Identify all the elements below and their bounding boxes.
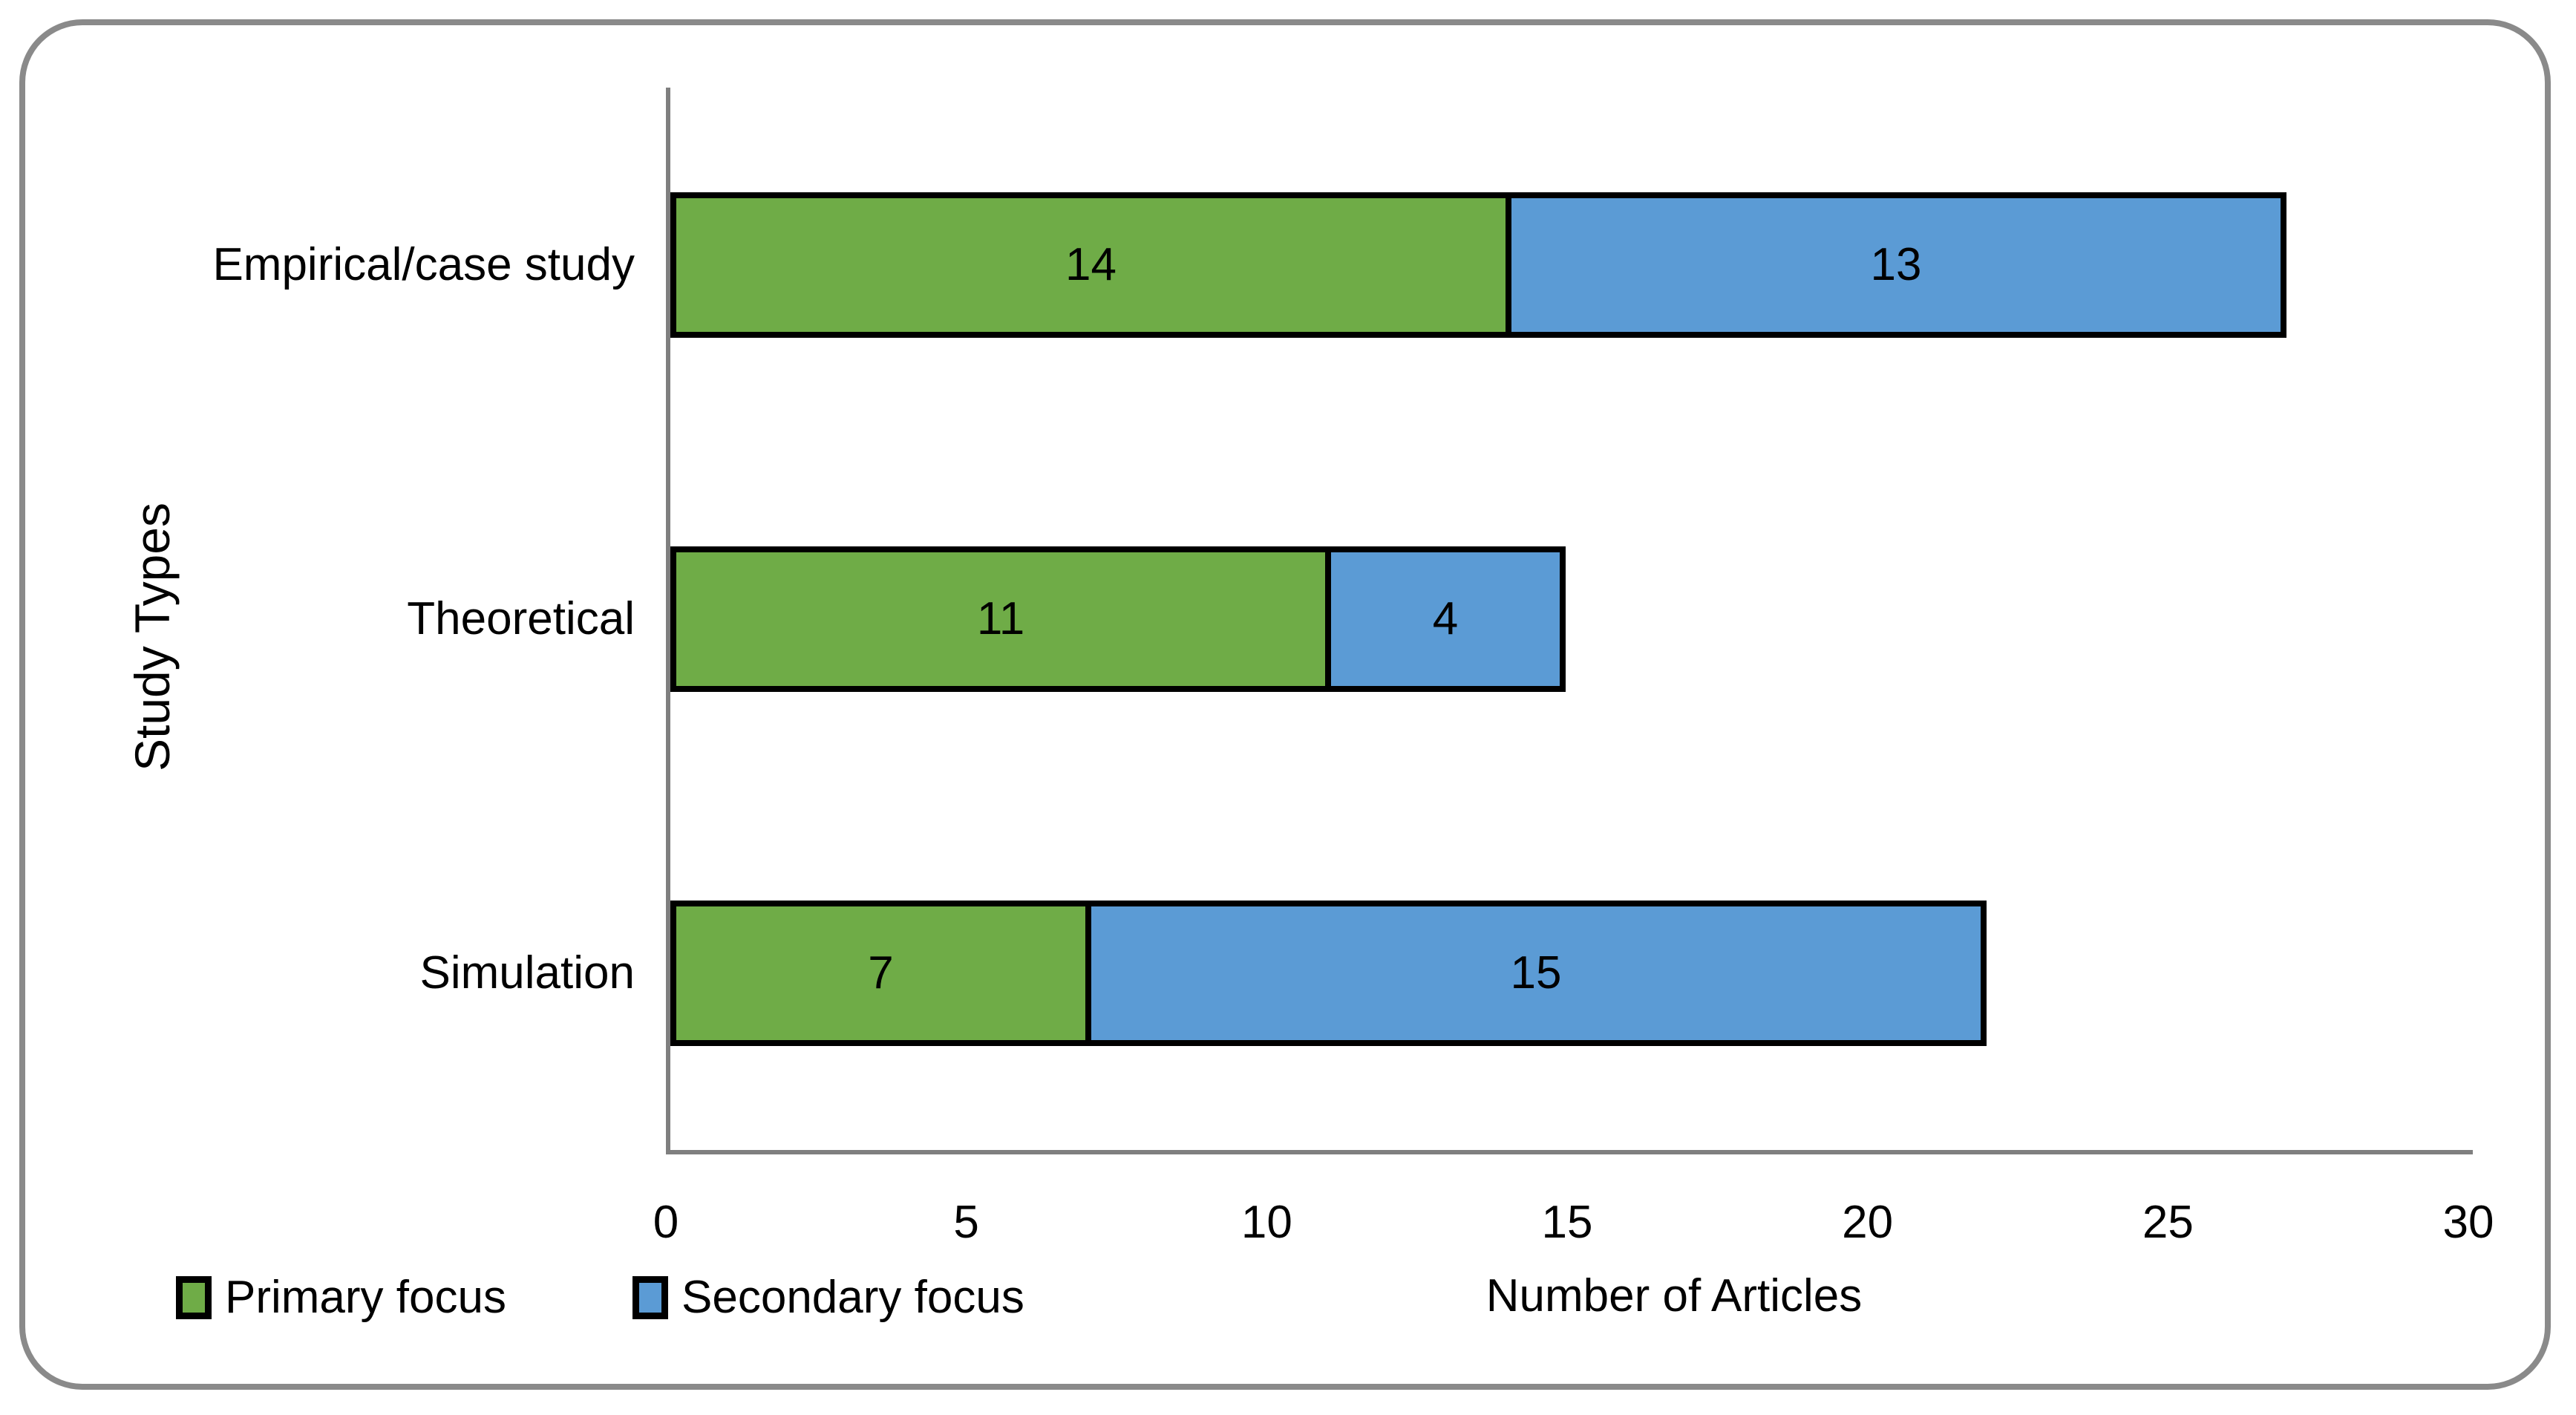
x-tick-label: 10 bbox=[1240, 1197, 1292, 1248]
bar-segment-secondary-focus: 15 bbox=[1085, 900, 1987, 1046]
bar-value-label: 13 bbox=[1870, 239, 1922, 290]
bar-value-label: 14 bbox=[1065, 239, 1117, 290]
legend-label: Secondary focus bbox=[681, 1272, 1024, 1323]
legend-marker-icon bbox=[632, 1275, 668, 1319]
bar-value-label: 11 bbox=[976, 593, 1025, 644]
bar-value-label: 15 bbox=[1510, 947, 1562, 999]
bar-value-label: 4 bbox=[1432, 593, 1459, 644]
x-tick-label: 25 bbox=[2142, 1197, 2194, 1248]
legend-item-primary-focus: Primary focus bbox=[176, 1266, 506, 1329]
category-label: Simulation bbox=[419, 947, 635, 999]
plot-area: 14 13 11 4 7 15 bbox=[666, 88, 2473, 1154]
bar-segment-primary-focus: 11 bbox=[670, 546, 1331, 692]
x-tick-label: 15 bbox=[1541, 1197, 1593, 1248]
legend-item-secondary-focus: Secondary focus bbox=[632, 1266, 1024, 1329]
category-label: Theoretical bbox=[407, 592, 635, 644]
x-tick-label: 20 bbox=[1842, 1197, 1894, 1248]
x-tick-label: 30 bbox=[2442, 1197, 2494, 1248]
bar-segment-primary-focus: 14 bbox=[670, 192, 1511, 338]
bar-segment-secondary-focus: 13 bbox=[1506, 192, 2286, 338]
bar-segment-primary-focus: 7 bbox=[670, 900, 1091, 1046]
legend-marker-icon bbox=[176, 1275, 212, 1319]
bar-row: 11 4 bbox=[670, 546, 1566, 692]
bar-value-label: 7 bbox=[868, 947, 894, 999]
x-tick-label: 0 bbox=[653, 1197, 679, 1248]
legend-label: Primary focus bbox=[225, 1272, 506, 1323]
x-axis-title: Number of Articles bbox=[1485, 1270, 1863, 1321]
x-tick-label: 5 bbox=[953, 1197, 979, 1248]
bar-row: 14 13 bbox=[670, 192, 2286, 338]
y-axis-title: Study Types bbox=[125, 503, 180, 772]
bar-segment-secondary-focus: 4 bbox=[1325, 546, 1566, 692]
bar-row: 7 15 bbox=[670, 900, 1987, 1046]
category-label: Empirical/case study bbox=[212, 238, 635, 290]
